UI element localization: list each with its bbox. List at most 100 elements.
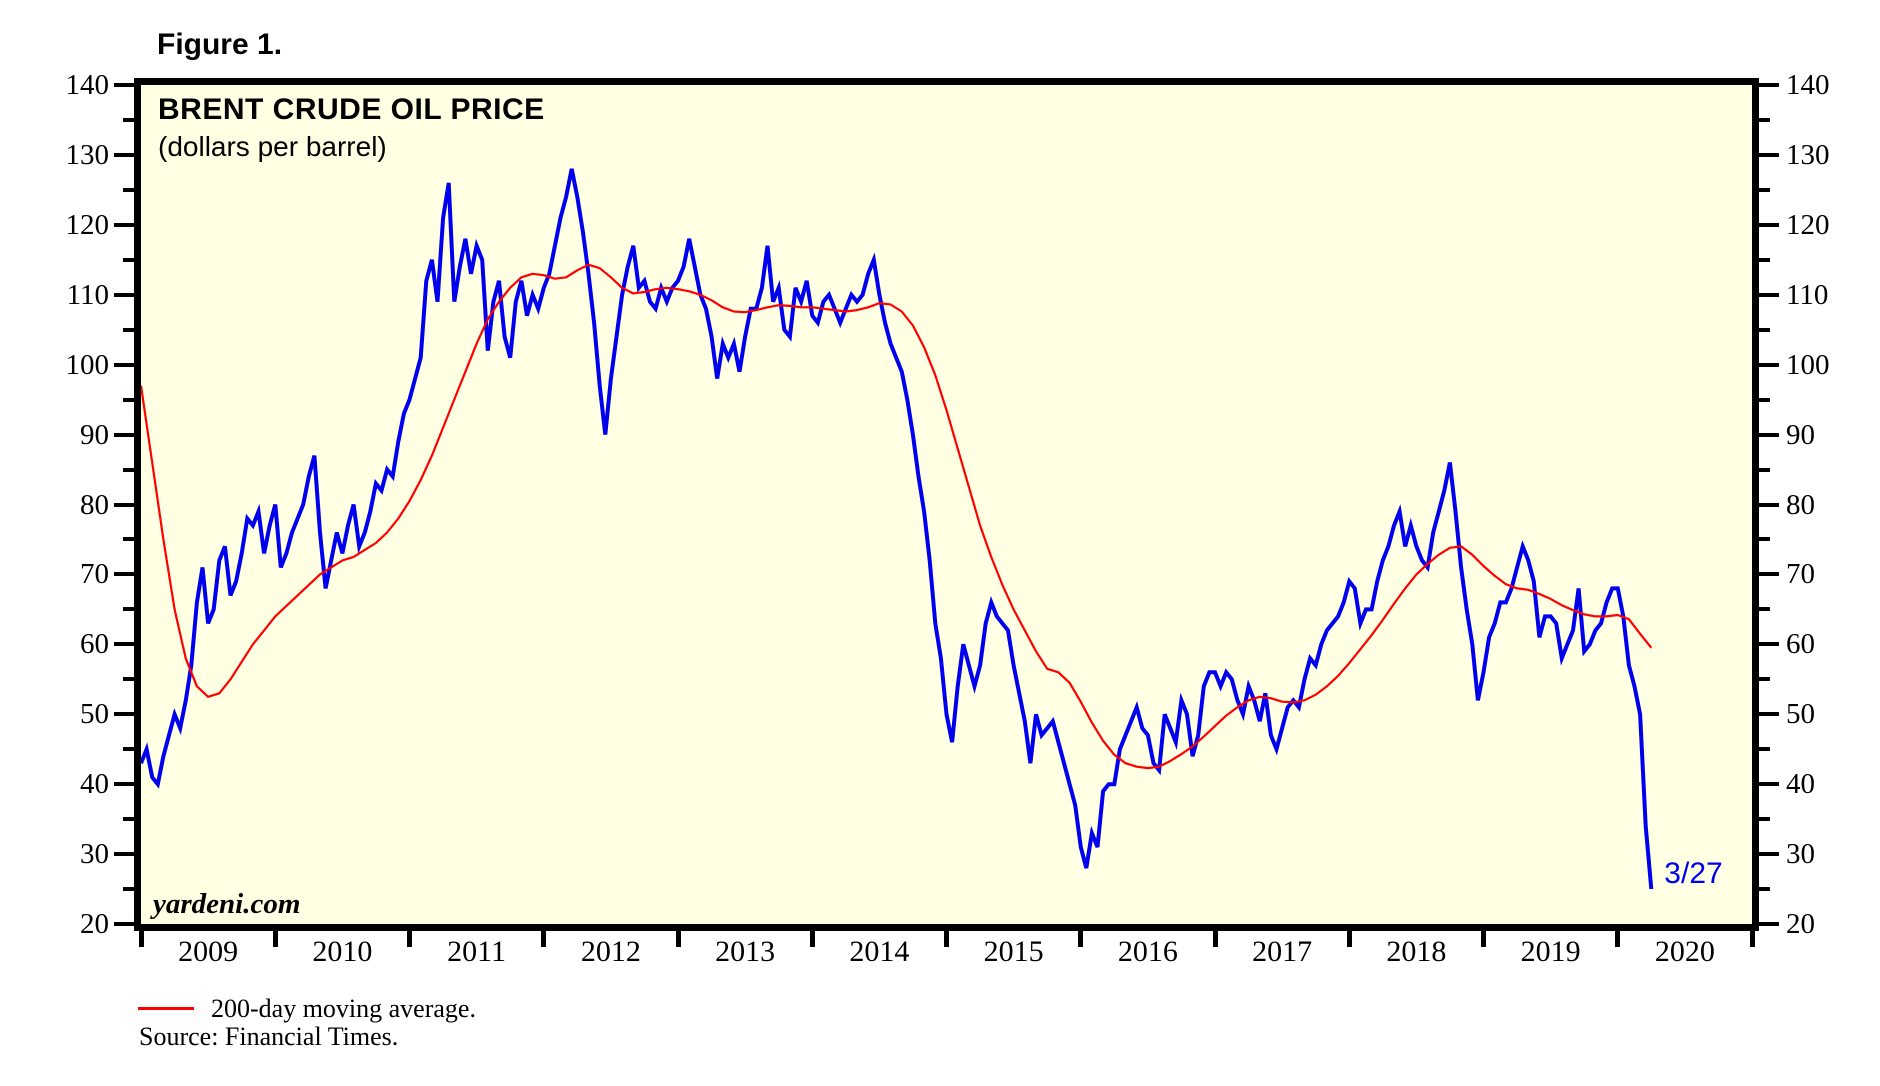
y-minor-tick-right bbox=[1759, 537, 1770, 542]
x-year-tick bbox=[407, 931, 412, 947]
y-major-tick-left bbox=[114, 782, 134, 787]
x-axis-year-label: 2020 bbox=[1654, 935, 1715, 968]
y-major-tick-left bbox=[114, 432, 134, 437]
y-axis-label-right: 110 bbox=[1786, 278, 1829, 311]
y-major-tick-left bbox=[114, 922, 134, 926]
y-major-tick-left bbox=[114, 642, 134, 647]
y-major-tick-left bbox=[114, 362, 134, 367]
x-year-tick bbox=[1481, 931, 1486, 947]
y-major-tick-left bbox=[114, 152, 134, 157]
y-axis-label-right: 70 bbox=[1786, 558, 1815, 591]
y-axis-label-left: 120 bbox=[65, 208, 110, 241]
source-note: Source: Financial Times. bbox=[139, 1022, 399, 1051]
y-major-tick-left bbox=[114, 292, 134, 297]
y-major-tick-right bbox=[1759, 292, 1779, 297]
y-minor-tick-right bbox=[1759, 257, 1770, 262]
y-minor-tick-right bbox=[1759, 467, 1770, 472]
x-year-tick bbox=[675, 931, 681, 947]
y-axis-label-left: 20 bbox=[80, 908, 109, 940]
x-axis-year-label: 2012 bbox=[580, 935, 641, 968]
y-major-tick-right bbox=[1759, 83, 1779, 87]
y-minor-tick-right bbox=[1759, 677, 1770, 682]
watermark-yardeni: yardeni.com bbox=[153, 888, 301, 920]
legend-label: 200-day moving average. bbox=[211, 994, 476, 1023]
x-year-tick bbox=[944, 931, 949, 947]
legend-line-red-swatch bbox=[138, 1007, 194, 1010]
y-axis-label-left: 100 bbox=[65, 348, 110, 381]
y-axis-label-left: 50 bbox=[80, 698, 109, 731]
y-major-tick-right bbox=[1759, 712, 1779, 717]
y-minor-tick-left bbox=[123, 467, 134, 472]
x-year-tick bbox=[1078, 931, 1084, 947]
y-minor-tick-left bbox=[123, 257, 134, 262]
y-minor-tick-left bbox=[123, 817, 134, 822]
y-minor-tick-right bbox=[1759, 397, 1770, 402]
y-minor-tick-left bbox=[123, 607, 134, 612]
y-axis-label-right: 90 bbox=[1786, 418, 1815, 451]
y-major-tick-right bbox=[1759, 362, 1779, 367]
y-minor-tick-left bbox=[123, 747, 134, 752]
y-minor-tick-left bbox=[123, 187, 134, 192]
y-minor-tick-right bbox=[1759, 887, 1770, 892]
x-year-tick bbox=[1615, 931, 1621, 947]
y-major-tick-right bbox=[1759, 922, 1779, 926]
y-minor-tick-right bbox=[1759, 187, 1770, 192]
brent-price-line bbox=[141, 168, 1654, 890]
y-minor-tick-right bbox=[1759, 607, 1770, 612]
y-minor-tick-right bbox=[1759, 327, 1770, 332]
x-year-tick bbox=[272, 931, 278, 947]
x-axis-year-label: 2019 bbox=[1520, 935, 1581, 968]
y-axis-label-right: 20 bbox=[1786, 908, 1815, 940]
y-minor-tick-right bbox=[1759, 817, 1770, 822]
y-major-tick-left bbox=[114, 852, 134, 857]
x-year-tick bbox=[809, 931, 815, 947]
x-axis-year-label: 2017 bbox=[1252, 935, 1313, 968]
y-major-tick-left bbox=[114, 83, 134, 87]
y-minor-tick-left bbox=[123, 327, 134, 332]
y-major-tick-left bbox=[114, 712, 134, 717]
y-axis-label-right: 60 bbox=[1786, 628, 1815, 661]
x-axis-year-label: 2018 bbox=[1386, 935, 1447, 968]
chart-subtitle: (dollars per barrel) bbox=[158, 131, 387, 162]
x-year-tick bbox=[1212, 931, 1218, 947]
y-major-tick-right bbox=[1759, 432, 1779, 437]
x-axis-year-label: 2014 bbox=[849, 935, 910, 968]
y-major-tick-right bbox=[1759, 782, 1779, 787]
y-axis-label-left: 40 bbox=[80, 768, 109, 801]
y-axis-label-right: 40 bbox=[1786, 768, 1815, 801]
moving-average-line bbox=[141, 263, 1653, 770]
y-axis-label-left: 90 bbox=[80, 418, 109, 451]
y-axis-label-left: 110 bbox=[66, 278, 109, 311]
y-axis-label-right: 80 bbox=[1786, 488, 1815, 521]
y-axis-label-left: 140 bbox=[65, 69, 110, 101]
x-axis-year-label: 2016 bbox=[1117, 935, 1178, 968]
chart-title: BRENT CRUDE OIL PRICE bbox=[158, 93, 545, 126]
y-axis-label-left: 80 bbox=[80, 488, 109, 521]
x-year-tick bbox=[1346, 931, 1352, 947]
plot-area: 3/27 BRENT CRUDE OIL PRICE (dollars per … bbox=[134, 78, 1759, 931]
figure-label: Figure 1. bbox=[157, 28, 283, 61]
y-axis-label-right: 140 bbox=[1786, 69, 1830, 101]
y-axis-label-right: 120 bbox=[1786, 208, 1830, 241]
y-major-tick-right bbox=[1759, 642, 1779, 647]
y-major-tick-right bbox=[1759, 222, 1779, 227]
x-axis-year-label: 2010 bbox=[312, 935, 373, 968]
x-axis-year-label: 2013 bbox=[715, 935, 776, 968]
y-axis-label-right: 130 bbox=[1786, 138, 1830, 171]
x-year-tick bbox=[541, 931, 547, 947]
y-minor-tick-left bbox=[123, 887, 134, 892]
y-minor-tick-left bbox=[123, 117, 134, 122]
y-major-tick-right bbox=[1759, 152, 1779, 157]
price-lines-svg: 3/27 bbox=[141, 168, 1723, 890]
y-axis-label-left: 70 bbox=[80, 558, 109, 591]
y-axis-label-left: 60 bbox=[80, 628, 109, 661]
y-minor-tick-left bbox=[123, 397, 134, 402]
y-major-tick-left bbox=[114, 502, 134, 507]
y-axis-label-right: 100 bbox=[1786, 348, 1830, 381]
x-year-tick bbox=[1749, 931, 1755, 947]
y-major-tick-left bbox=[114, 222, 134, 227]
y-minor-tick-right bbox=[1759, 117, 1770, 122]
y-major-tick-left bbox=[114, 572, 134, 577]
x-year-tick bbox=[138, 931, 144, 947]
